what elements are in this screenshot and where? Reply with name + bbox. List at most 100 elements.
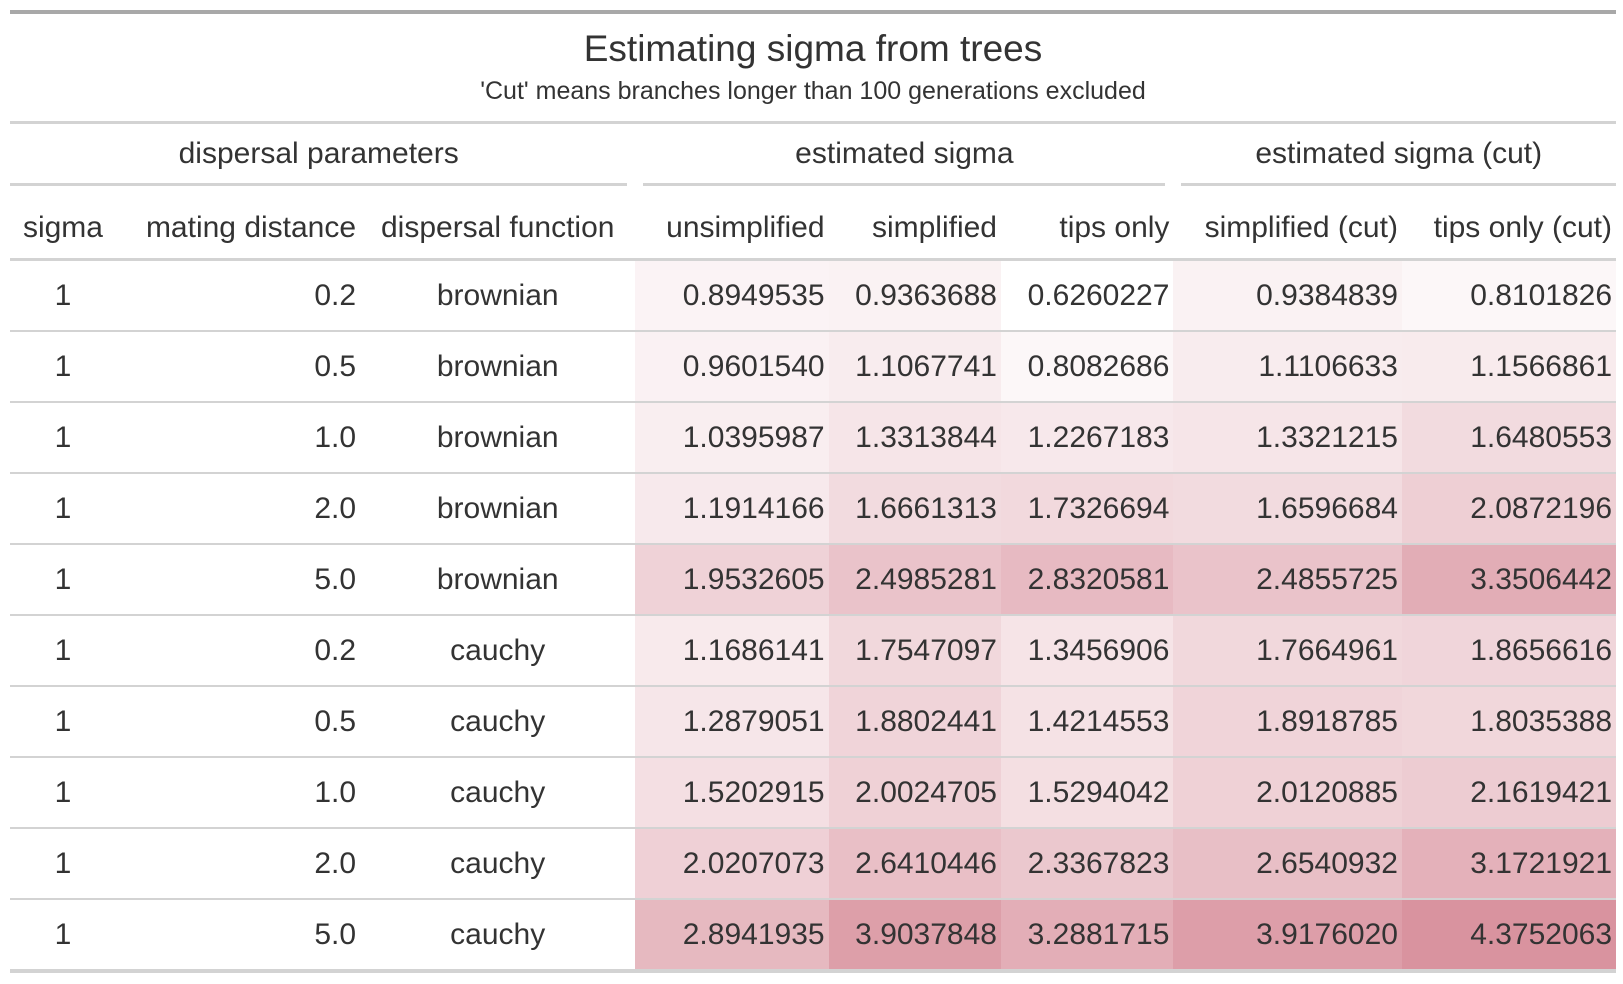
- cell-simplified-cut: 1.3321215: [1173, 402, 1402, 474]
- cell-tips-only: 2.8320581: [1000, 544, 1174, 616]
- cell-simplified-cut: 1.8918785: [1173, 686, 1402, 758]
- cell-unsimplified: 2.0207073: [635, 828, 829, 900]
- cell-unsimplified: 0.9601540: [635, 331, 829, 403]
- table-row: 1 5.0 cauchy 2.8941935 3.9037848 3.2881715 3.9…: [10, 899, 1616, 973]
- cell-tips-only: 3.2881715: [1000, 899, 1174, 973]
- cell-simplified: 2.0024705: [828, 757, 1001, 829]
- table-subtitle: 'Cut' means branches longer than 100 gen…: [480, 77, 1146, 105]
- cell-unsimplified: 2.8941935: [635, 899, 829, 973]
- cell-dispersal-function: cauchy: [360, 899, 636, 973]
- column-header-row: sigma mating distance dispersal function…: [10, 198, 1616, 261]
- column-header-tips-only-cut: tips only (cut): [1401, 198, 1616, 261]
- cell-simplified: 1.1067741: [828, 331, 1001, 403]
- cell-simplified: 0.9363688: [828, 259, 1001, 332]
- cell-sigma: 1: [10, 686, 116, 758]
- cell-dispersal-function: brownian: [360, 473, 636, 545]
- table-row: 1 1.0 brownian 1.0395987 1.3313844 1.2267183 1…: [10, 402, 1616, 474]
- data-table: dispersal parameters estimated sigma est…: [10, 124, 1616, 973]
- cell-simplified-cut: 1.7664961: [1173, 615, 1402, 687]
- cell-mating-distance: 0.5: [115, 331, 361, 403]
- cell-dispersal-function: brownian: [360, 331, 636, 403]
- cell-sigma: 1: [10, 402, 116, 474]
- cell-simplified-cut: 1.1106633: [1173, 331, 1402, 403]
- cell-unsimplified: 1.1914166: [635, 473, 829, 545]
- column-header-simplified-cut: simplified (cut): [1173, 198, 1402, 261]
- column-header-dispersal-function: dispersal function: [360, 198, 636, 261]
- cell-simplified: 2.6410446: [828, 828, 1001, 900]
- cell-simplified-cut: 2.4855725: [1173, 544, 1402, 616]
- spanner-dispersal: dispersal parameters: [10, 137, 628, 186]
- cell-tips-only: 1.7326694: [1000, 473, 1174, 545]
- cell-tips-only-cut: 2.0872196: [1401, 473, 1616, 545]
- cell-mating-distance: 2.0: [115, 473, 361, 545]
- table-row: 1 0.2 cauchy 1.1686141 1.7547097 1.3456906 1.7…: [10, 615, 1616, 687]
- cell-mating-distance: 0.2: [115, 615, 361, 687]
- cell-tips-only-cut: 0.8101826: [1401, 259, 1616, 332]
- cell-tips-only: 1.3456906: [1000, 615, 1174, 687]
- cell-sigma: 1: [10, 615, 116, 687]
- cell-tips-only-cut: 3.3506442: [1401, 544, 1616, 616]
- cell-tips-only: 0.6260227: [1000, 259, 1174, 332]
- cell-dispersal-function: cauchy: [360, 615, 636, 687]
- cell-dispersal-function: brownian: [360, 402, 636, 474]
- cell-sigma: 1: [10, 473, 116, 545]
- cell-mating-distance: 1.0: [115, 402, 361, 474]
- cell-tips-only: 2.3367823: [1000, 828, 1174, 900]
- column-header-mating-distance: mating distance: [115, 198, 361, 261]
- cell-mating-distance: 0.2: [115, 259, 361, 332]
- cell-sigma: 1: [10, 331, 116, 403]
- table-body: 1 0.2 brownian 0.8949535 0.9363688 0.6260227 0…: [10, 259, 1616, 973]
- cell-dispersal-function: cauchy: [360, 757, 636, 829]
- cell-simplified-cut: 3.9176020: [1173, 899, 1402, 973]
- spanner-estimated-cut: estimated sigma (cut): [1181, 137, 1616, 186]
- cell-tips-only: 0.8082686: [1000, 331, 1174, 403]
- table-container: Estimating sigma from trees 'Cut' means …: [10, 10, 1616, 973]
- cell-tips-only-cut: 2.1619421: [1401, 757, 1616, 829]
- cell-unsimplified: 1.1686141: [635, 615, 829, 687]
- column-header-unsimplified: unsimplified: [635, 198, 829, 261]
- cell-simplified: 1.7547097: [828, 615, 1001, 687]
- cell-dispersal-function: cauchy: [360, 686, 636, 758]
- cell-tips-only: 1.5294042: [1000, 757, 1174, 829]
- cell-sigma: 1: [10, 757, 116, 829]
- cell-mating-distance: 1.0: [115, 757, 361, 829]
- spanner-cell-estimated-cut: estimated sigma (cut): [1173, 124, 1616, 198]
- cell-simplified-cut: 2.0120885: [1173, 757, 1402, 829]
- table-row: 1 0.2 brownian 0.8949535 0.9363688 0.6260227 0…: [10, 259, 1616, 332]
- top-rule: [10, 10, 1616, 14]
- cell-simplified: 1.3313844: [828, 402, 1001, 474]
- cell-simplified: 1.8802441: [828, 686, 1001, 758]
- spanner-cell-estimated: estimated sigma: [635, 124, 1173, 198]
- column-header-sigma: sigma: [10, 198, 116, 261]
- table-row: 1 5.0 brownian 1.9532605 2.4985281 2.8320581 2…: [10, 544, 1616, 616]
- cell-sigma: 1: [10, 544, 116, 616]
- table-row: 1 1.0 cauchy 1.5202915 2.0024705 1.5294042 2.0…: [10, 757, 1616, 829]
- cell-dispersal-function: brownian: [360, 544, 636, 616]
- column-header-tips-only: tips only: [1000, 198, 1174, 261]
- cell-simplified: 2.4985281: [828, 544, 1001, 616]
- cell-mating-distance: 5.0: [115, 899, 361, 973]
- cell-dispersal-function: brownian: [360, 259, 636, 332]
- heading-rule: [10, 121, 1616, 124]
- cell-tips-only-cut: 4.3752063: [1401, 899, 1616, 973]
- cell-tips-only-cut: 1.6480553: [1401, 402, 1616, 474]
- spanner-estimated: estimated sigma: [643, 137, 1166, 186]
- cell-mating-distance: 5.0: [115, 544, 361, 616]
- spanner-row: dispersal parameters estimated sigma est…: [10, 124, 1616, 198]
- spanner-cell-dispersal: dispersal parameters: [10, 124, 635, 198]
- cell-unsimplified: 1.9532605: [635, 544, 829, 616]
- cell-sigma: 1: [10, 828, 116, 900]
- cell-unsimplified: 1.0395987: [635, 402, 829, 474]
- cell-simplified-cut: 2.6540932: [1173, 828, 1402, 900]
- cell-mating-distance: 2.0: [115, 828, 361, 900]
- cell-tips-only: 1.4214553: [1000, 686, 1174, 758]
- table-row: 1 0.5 brownian 0.9601540 1.1067741 0.8082686 1…: [10, 331, 1616, 403]
- cell-tips-only: 1.2267183: [1000, 402, 1174, 474]
- cell-simplified-cut: 1.6596684: [1173, 473, 1402, 545]
- cell-unsimplified: 1.5202915: [635, 757, 829, 829]
- cell-sigma: 1: [10, 899, 116, 973]
- column-header-simplified: simplified: [828, 198, 1001, 261]
- cell-tips-only-cut: 1.8656616: [1401, 615, 1616, 687]
- cell-dispersal-function: cauchy: [360, 828, 636, 900]
- cell-tips-only-cut: 1.8035388: [1401, 686, 1616, 758]
